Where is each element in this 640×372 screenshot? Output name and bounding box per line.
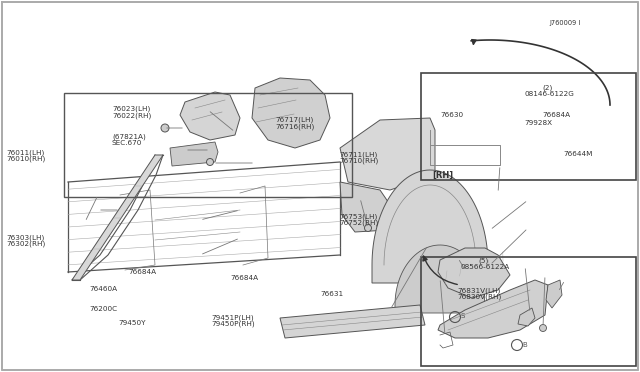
Polygon shape xyxy=(180,92,240,140)
Polygon shape xyxy=(170,142,218,166)
Text: 08146-6122G: 08146-6122G xyxy=(525,91,575,97)
Polygon shape xyxy=(438,280,548,338)
Text: 76011(LH): 76011(LH) xyxy=(6,150,45,156)
Text: 76644M: 76644M xyxy=(563,151,593,157)
Polygon shape xyxy=(252,78,330,148)
Text: 79450P(RH): 79450P(RH) xyxy=(211,320,255,327)
Polygon shape xyxy=(72,155,163,280)
Ellipse shape xyxy=(207,158,214,166)
Polygon shape xyxy=(518,308,535,326)
Text: 76010(RH): 76010(RH) xyxy=(6,156,45,163)
Text: (67821A): (67821A) xyxy=(112,134,146,140)
Polygon shape xyxy=(546,280,562,308)
Polygon shape xyxy=(438,248,510,298)
Text: 76752(RH): 76752(RH) xyxy=(339,220,378,227)
Text: 08566-6122A: 08566-6122A xyxy=(461,264,510,270)
Bar xyxy=(421,73,636,180)
Text: 76710(RH): 76710(RH) xyxy=(339,157,378,164)
Polygon shape xyxy=(372,170,487,283)
Text: 76684A: 76684A xyxy=(230,275,259,281)
Polygon shape xyxy=(280,305,425,338)
Text: 76460A: 76460A xyxy=(90,286,118,292)
Text: (2): (2) xyxy=(543,84,553,91)
Text: 76630: 76630 xyxy=(440,112,463,118)
Bar xyxy=(64,93,352,197)
Text: 76753(LH): 76753(LH) xyxy=(339,214,378,220)
Text: S: S xyxy=(461,313,465,319)
Bar xyxy=(421,257,636,366)
Text: 76023(LH): 76023(LH) xyxy=(112,105,150,112)
Ellipse shape xyxy=(161,124,169,132)
Text: 76717(LH): 76717(LH) xyxy=(275,117,314,124)
Polygon shape xyxy=(340,118,435,190)
Text: (5): (5) xyxy=(479,257,489,264)
Text: B: B xyxy=(523,342,527,348)
Text: 76830V(RH): 76830V(RH) xyxy=(458,294,502,300)
Text: 76684A: 76684A xyxy=(543,112,571,118)
Ellipse shape xyxy=(365,224,371,231)
Text: 79450Y: 79450Y xyxy=(118,320,146,326)
Text: 76831V(LH): 76831V(LH) xyxy=(458,287,501,294)
Text: 76303(LH): 76303(LH) xyxy=(6,234,45,241)
Text: 76631: 76631 xyxy=(320,291,343,297)
Text: 76716(RH): 76716(RH) xyxy=(275,123,314,130)
Polygon shape xyxy=(395,245,484,313)
Polygon shape xyxy=(340,182,395,232)
Text: 76200C: 76200C xyxy=(90,306,118,312)
Text: 76302(RH): 76302(RH) xyxy=(6,240,45,247)
Text: 76684A: 76684A xyxy=(128,269,156,275)
Text: 76022(RH): 76022(RH) xyxy=(112,112,151,119)
Text: J760009 I: J760009 I xyxy=(549,20,580,26)
Ellipse shape xyxy=(540,324,547,331)
Text: SEC.670: SEC.670 xyxy=(112,140,142,146)
Text: 79928X: 79928X xyxy=(525,120,553,126)
Text: [RH]: [RH] xyxy=(432,171,453,180)
Text: 79451P(LH): 79451P(LH) xyxy=(211,315,254,321)
Text: 76711(LH): 76711(LH) xyxy=(339,151,378,158)
